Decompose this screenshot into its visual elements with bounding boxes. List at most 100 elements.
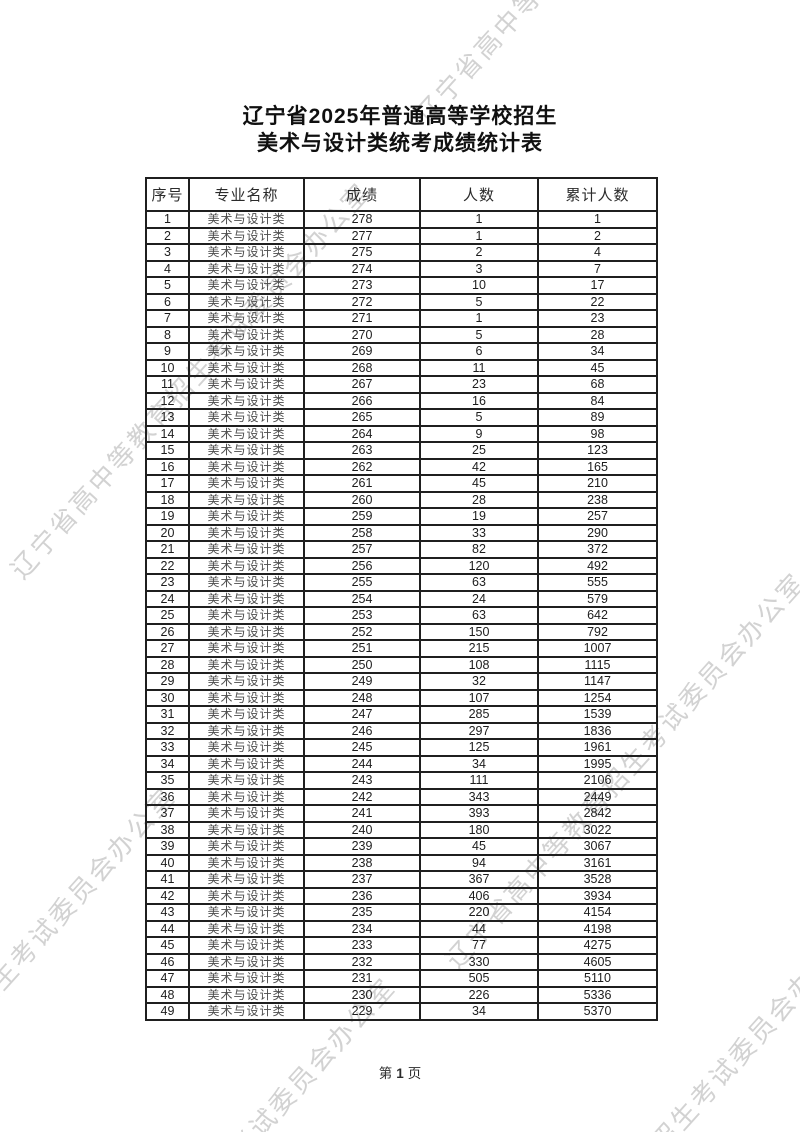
cell-cumulative: 1836 xyxy=(537,721,658,740)
cell-cumulative: 4 xyxy=(537,243,658,262)
cell-serial: 24 xyxy=(145,589,190,608)
table-row: 35 美术与设计类 243 111 2106 xyxy=(145,771,658,790)
table-row: 22 美术与设计类 256 120 492 xyxy=(145,556,658,575)
cell-serial: 23 xyxy=(145,573,190,592)
cell-count: 226 xyxy=(419,985,539,1004)
table-row: 24 美术与设计类 254 24 579 xyxy=(145,589,658,608)
cell-cumulative: 642 xyxy=(537,606,658,625)
cell-score: 259 xyxy=(303,507,421,526)
table-row: 45 美术与设计类 233 77 4275 xyxy=(145,936,658,955)
table-row: 36 美术与设计类 242 343 2449 xyxy=(145,787,658,806)
cell-serial: 48 xyxy=(145,985,190,1004)
cell-score: 244 xyxy=(303,754,421,773)
cell-score: 231 xyxy=(303,969,421,988)
cell-major: 美术与设计类 xyxy=(188,375,305,394)
cell-serial: 13 xyxy=(145,408,190,427)
cell-count: 107 xyxy=(419,688,539,707)
cell-cumulative: 1115 xyxy=(537,655,658,674)
cell-count: 180 xyxy=(419,820,539,839)
cell-score: 277 xyxy=(303,226,421,245)
cell-cumulative: 2842 xyxy=(537,804,658,823)
cell-cumulative: 5336 xyxy=(537,985,658,1004)
cell-major: 美术与设计类 xyxy=(188,507,305,526)
cell-cumulative: 7 xyxy=(537,259,658,278)
cell-cumulative: 792 xyxy=(537,622,658,641)
cell-count: 6 xyxy=(419,342,539,361)
cell-major: 美术与设计类 xyxy=(188,952,305,971)
cell-major: 美术与设计类 xyxy=(188,754,305,773)
cell-cumulative: 238 xyxy=(537,490,658,509)
cell-cumulative: 492 xyxy=(537,556,658,575)
cell-score: 232 xyxy=(303,952,421,971)
cell-serial: 3 xyxy=(145,243,190,262)
table-row: 25 美术与设计类 253 63 642 xyxy=(145,606,658,625)
cell-score: 235 xyxy=(303,903,421,922)
cell-major: 美术与设计类 xyxy=(188,523,305,542)
table-row: 4 美术与设计类 274 3 7 xyxy=(145,259,658,278)
cell-cumulative: 89 xyxy=(537,408,658,427)
cell-serial: 33 xyxy=(145,738,190,757)
cell-score: 274 xyxy=(303,259,421,278)
cell-count: 5 xyxy=(419,325,539,344)
cell-count: 120 xyxy=(419,556,539,575)
cell-count: 63 xyxy=(419,606,539,625)
cell-cumulative: 23 xyxy=(537,309,658,328)
cell-serial: 40 xyxy=(145,853,190,872)
cell-count: 19 xyxy=(419,507,539,526)
cell-serial: 5 xyxy=(145,276,190,295)
table-row: 30 美术与设计类 248 107 1254 xyxy=(145,688,658,707)
cell-count: 1 xyxy=(419,226,539,245)
cell-cumulative: 68 xyxy=(537,375,658,394)
table-row: 17 美术与设计类 261 45 210 xyxy=(145,474,658,493)
cell-major: 美术与设计类 xyxy=(188,820,305,839)
cell-major: 美术与设计类 xyxy=(188,226,305,245)
cell-serial: 43 xyxy=(145,903,190,922)
cell-cumulative: 4275 xyxy=(537,936,658,955)
cell-cumulative: 3022 xyxy=(537,820,658,839)
table-row: 33 美术与设计类 245 125 1961 xyxy=(145,738,658,757)
cell-count: 33 xyxy=(419,523,539,542)
cell-major: 美术与设计类 xyxy=(188,292,305,311)
cell-cumulative: 1961 xyxy=(537,738,658,757)
cell-count: 94 xyxy=(419,853,539,872)
header-count: 人数 xyxy=(419,177,539,212)
cell-count: 10 xyxy=(419,276,539,295)
cell-score: 251 xyxy=(303,639,421,658)
cell-count: 23 xyxy=(419,375,539,394)
cell-serial: 35 xyxy=(145,771,190,790)
table-row: 14 美术与设计类 264 9 98 xyxy=(145,424,658,443)
cell-serial: 14 xyxy=(145,424,190,443)
cell-major: 美术与设计类 xyxy=(188,672,305,691)
table-row: 5 美术与设计类 273 10 17 xyxy=(145,276,658,295)
cell-score: 268 xyxy=(303,358,421,377)
cell-count: 45 xyxy=(419,837,539,856)
cell-cumulative: 123 xyxy=(537,441,658,460)
table-row: 38 美术与设计类 240 180 3022 xyxy=(145,820,658,839)
table-row: 6 美术与设计类 272 5 22 xyxy=(145,292,658,311)
cell-cumulative: 290 xyxy=(537,523,658,542)
cell-count: 28 xyxy=(419,490,539,509)
cell-serial: 34 xyxy=(145,754,190,773)
cell-major: 美术与设计类 xyxy=(188,837,305,856)
cell-score: 249 xyxy=(303,672,421,691)
cell-score: 264 xyxy=(303,424,421,443)
table-row: 48 美术与设计类 230 226 5336 xyxy=(145,985,658,1004)
cell-count: 9 xyxy=(419,424,539,443)
cell-score: 278 xyxy=(303,210,421,229)
cell-score: 258 xyxy=(303,523,421,542)
cell-serial: 29 xyxy=(145,672,190,691)
cell-count: 330 xyxy=(419,952,539,971)
cell-major: 美术与设计类 xyxy=(188,589,305,608)
cell-cumulative: 1147 xyxy=(537,672,658,691)
cell-cumulative: 165 xyxy=(537,457,658,476)
cell-score: 242 xyxy=(303,787,421,806)
table-row: 27 美术与设计类 251 215 1007 xyxy=(145,639,658,658)
cell-major: 美术与设计类 xyxy=(188,391,305,410)
cell-count: 343 xyxy=(419,787,539,806)
cell-serial: 4 xyxy=(145,259,190,278)
cell-count: 34 xyxy=(419,1002,539,1021)
cell-score: 233 xyxy=(303,936,421,955)
cell-serial: 16 xyxy=(145,457,190,476)
table-row: 26 美术与设计类 252 150 792 xyxy=(145,622,658,641)
cell-major: 美术与设计类 xyxy=(188,870,305,889)
